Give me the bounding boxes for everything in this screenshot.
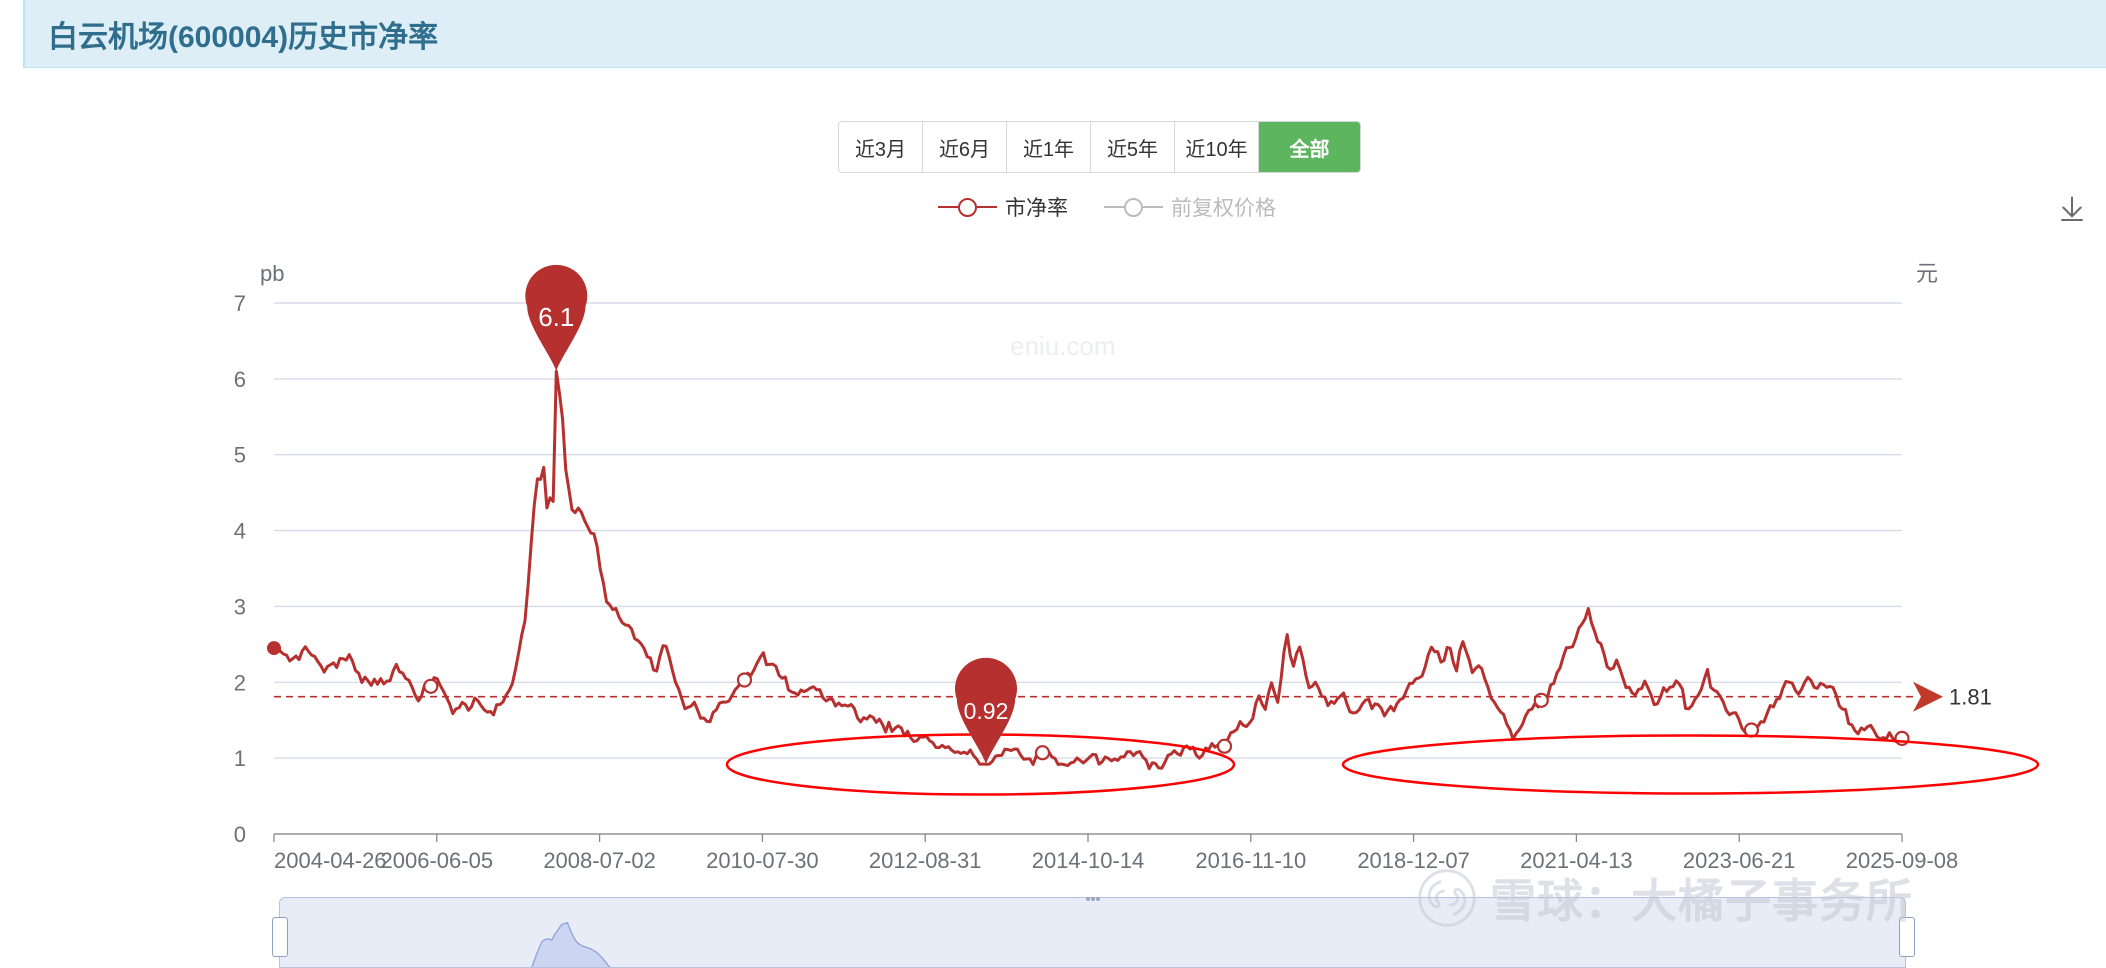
svg-text:2018-12-07: 2018-12-07	[1357, 848, 1470, 873]
svg-text:3: 3	[234, 594, 246, 619]
svg-text:2014-10-14: 2014-10-14	[1032, 848, 1145, 873]
svg-text:pb: pb	[260, 261, 284, 286]
svg-text:7: 7	[234, 291, 246, 316]
svg-text:6: 6	[234, 367, 246, 392]
svg-text:2: 2	[234, 670, 246, 695]
svg-text:2010-07-30: 2010-07-30	[706, 848, 819, 873]
svg-text:1.81: 1.81	[1949, 685, 1992, 710]
svg-text:0: 0	[234, 822, 246, 847]
svg-text:2012-08-31: 2012-08-31	[869, 848, 982, 873]
svg-text:2021-04-13: 2021-04-13	[1520, 848, 1633, 873]
svg-text:6.1: 6.1	[538, 302, 574, 332]
svg-text:5: 5	[234, 443, 246, 468]
svg-text:4: 4	[234, 519, 246, 544]
svg-text:2016-11-10: 2016-11-10	[1195, 848, 1306, 873]
svg-text:eniu.com: eniu.com	[1010, 331, 1116, 361]
svg-text:2023-06-21: 2023-06-21	[1683, 848, 1796, 873]
svg-text:2004-04-26: 2004-04-26	[274, 848, 387, 873]
svg-text:1: 1	[234, 746, 246, 771]
svg-text:2008-07-02: 2008-07-02	[543, 848, 656, 873]
svg-text:2006-06-05: 2006-06-05	[381, 848, 494, 873]
svg-text:0.92: 0.92	[964, 698, 1009, 724]
svg-text:2025-09-08: 2025-09-08	[1846, 848, 1959, 873]
svg-text:元: 元	[1916, 261, 1938, 286]
